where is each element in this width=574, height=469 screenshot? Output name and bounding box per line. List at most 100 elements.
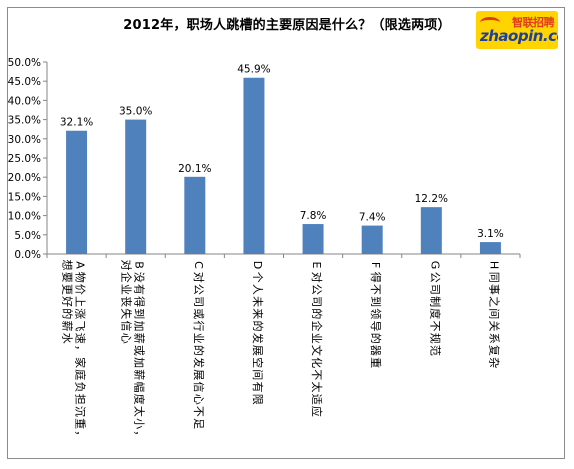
svg-text:人: 人 — [251, 284, 264, 295]
svg-text:范: 范 — [428, 345, 442, 356]
data-label: 32.1% — [60, 117, 93, 129]
logo-swoosh-icon — [480, 17, 500, 28]
bar — [125, 119, 147, 254]
svg-text:公: 公 — [310, 284, 323, 295]
svg-text:心: 心 — [192, 394, 205, 405]
svg-text:的: 的 — [61, 308, 75, 319]
svg-text:丧: 丧 — [120, 296, 133, 307]
data-label: 35.0% — [119, 106, 152, 118]
svg-text:G: G — [428, 261, 441, 270]
svg-text:太: 太 — [310, 382, 323, 393]
svg-text:薪: 薪 — [61, 321, 74, 332]
svg-text:要: 要 — [61, 272, 74, 283]
svg-text:B: B — [133, 261, 146, 269]
svg-text:事: 事 — [487, 284, 500, 295]
svg-text:对: 对 — [192, 272, 206, 283]
svg-text:间: 间 — [487, 308, 500, 319]
svg-text:器: 器 — [369, 345, 382, 356]
svg-text:对: 对 — [120, 260, 134, 271]
svg-text:，: ， — [74, 345, 87, 356]
svg-text:家: 家 — [74, 357, 88, 368]
svg-text:不: 不 — [369, 284, 382, 295]
y-tick-label: 25.0% — [8, 153, 41, 165]
svg-text:不: 不 — [310, 369, 323, 380]
svg-text:有: 有 — [133, 284, 147, 295]
svg-text:领: 领 — [369, 308, 382, 319]
svg-text:负: 负 — [74, 382, 88, 393]
svg-text:限: 限 — [251, 394, 264, 405]
svg-text:复: 复 — [487, 345, 501, 356]
svg-text:，: ， — [74, 430, 87, 441]
svg-text:价: 价 — [74, 284, 87, 295]
svg-text:，: ， — [133, 430, 146, 441]
chart-title: 2012年，职场人跳槽的主要原因是什么？（限选两项） — [123, 18, 451, 33]
bar — [420, 207, 442, 254]
y-tick-label: 30.0% — [8, 134, 41, 146]
svg-text:薪: 薪 — [133, 333, 146, 344]
svg-text:发: 发 — [192, 357, 206, 368]
svg-text:上: 上 — [74, 296, 87, 307]
data-label: 7.8% — [300, 210, 327, 222]
svg-text:的: 的 — [192, 345, 206, 356]
svg-text:业: 业 — [310, 333, 323, 344]
svg-text:关: 关 — [487, 321, 501, 332]
svg-text:不: 不 — [428, 321, 441, 332]
y-tick-label: 5.0% — [14, 230, 41, 242]
svg-text:重: 重 — [74, 418, 88, 429]
svg-text:飞: 飞 — [74, 321, 87, 332]
svg-text:导: 导 — [369, 321, 382, 332]
bar — [243, 77, 265, 254]
svg-text:没: 没 — [133, 272, 146, 283]
svg-text:不: 不 — [192, 406, 205, 417]
y-tick-label: 20.0% — [8, 172, 41, 184]
svg-text:化: 化 — [310, 357, 324, 368]
y-tick-label: 40.0% — [8, 95, 41, 107]
svg-text:公: 公 — [192, 284, 205, 295]
svg-text:速: 速 — [74, 333, 87, 344]
data-label: 7.4% — [359, 212, 386, 224]
svg-text:足: 足 — [192, 418, 205, 429]
svg-text:信: 信 — [192, 382, 205, 393]
svg-text:或: 或 — [192, 308, 205, 319]
svg-text:有: 有 — [251, 382, 265, 393]
svg-text:D: D — [251, 261, 264, 269]
svg-text:的: 的 — [369, 333, 383, 344]
svg-text:加: 加 — [133, 357, 146, 368]
y-tick-label: 35.0% — [8, 115, 41, 127]
svg-text:空: 空 — [251, 357, 265, 368]
svg-text:间: 间 — [251, 369, 264, 380]
svg-text:太: 太 — [133, 406, 146, 417]
bar — [361, 225, 383, 254]
logo-english-text: zhaopin.com — [480, 27, 558, 45]
data-label: 12.2% — [415, 193, 448, 205]
svg-text:未: 未 — [251, 296, 264, 307]
bar — [479, 242, 501, 254]
svg-text:个: 个 — [251, 272, 264, 283]
zhaopin-logo: 智联招聘 zhaopin.com — [476, 11, 558, 49]
svg-text:同: 同 — [487, 272, 500, 283]
svg-text:A: A — [74, 261, 87, 269]
svg-text:度: 度 — [133, 394, 147, 405]
data-label: 20.1% — [178, 163, 211, 175]
svg-text:司: 司 — [428, 284, 441, 295]
svg-text:沉: 沉 — [74, 406, 87, 417]
svg-text:到: 到 — [133, 308, 146, 319]
logo-chinese-text: 智联招聘 — [512, 16, 555, 29]
svg-text:H: H — [487, 261, 500, 269]
svg-text:加: 加 — [133, 321, 146, 332]
svg-text:薪: 薪 — [133, 369, 146, 380]
svg-text:幅: 幅 — [133, 382, 146, 393]
svg-text:规: 规 — [428, 333, 442, 344]
svg-text:得: 得 — [369, 272, 382, 283]
svg-text:司: 司 — [310, 296, 323, 307]
svg-text:或: 或 — [133, 345, 146, 356]
bar — [66, 130, 88, 254]
svg-text:E: E — [310, 262, 323, 269]
y-tick-label: 15.0% — [8, 191, 41, 203]
